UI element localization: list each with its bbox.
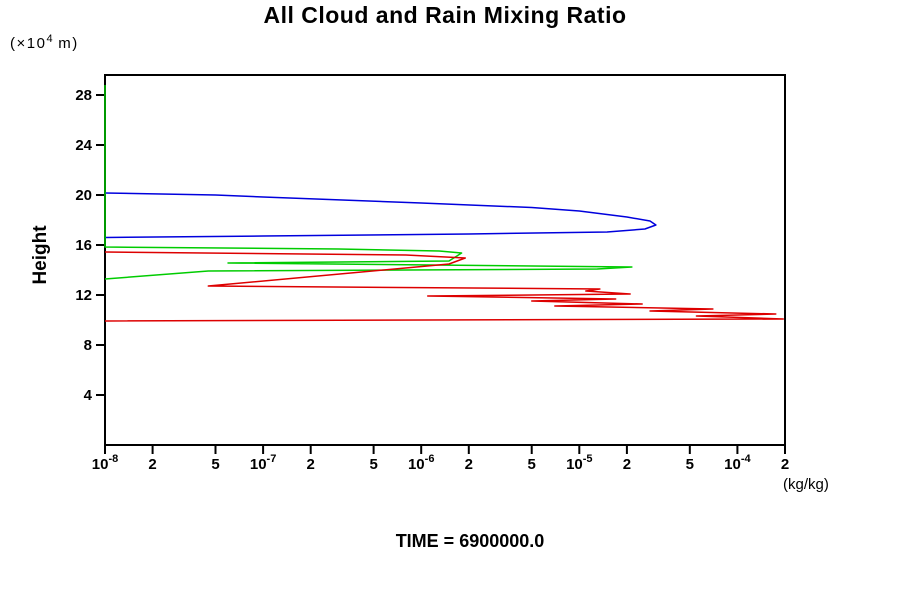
x-tick-label: 2	[781, 456, 789, 473]
y-unit-pre: (×10	[10, 35, 47, 52]
x-tick-label: 10-4	[724, 453, 751, 473]
x-tick-label: 10-8	[92, 453, 118, 473]
y-unit-exponent: 4	[46, 33, 53, 45]
plot-frame	[104, 74, 786, 446]
chart-title: All Cloud and Rain Mixing Ratio	[263, 2, 627, 28]
x-tick-label: 5	[528, 456, 536, 473]
y-tick-label: 24	[75, 137, 92, 154]
y-axis-title: Height	[30, 225, 51, 285]
x-tick-label: 2	[307, 456, 315, 473]
y-tick-label: 8	[84, 337, 92, 354]
series-line-red	[104, 251, 785, 322]
series-line-green	[104, 85, 633, 280]
y-tick-label: 16	[75, 237, 92, 254]
x-tick-label: 5	[211, 456, 219, 473]
y-tick-label: 28	[75, 87, 92, 104]
x-tick-label: 5	[369, 456, 377, 473]
series-line-blue	[104, 192, 657, 239]
x-tick-label: 10-5	[566, 453, 592, 473]
x-tick-label: 10-7	[250, 453, 276, 473]
x-tick-label: 5	[686, 456, 694, 473]
y-tick-label: 12	[75, 287, 92, 304]
x-tick-label: 10-6	[408, 453, 434, 473]
x-tick-label: 2	[465, 456, 473, 473]
y-tick-label: 20	[75, 187, 92, 204]
y-axis-unit-label: (×104 m)	[10, 33, 79, 52]
y-tick-label: 4	[84, 387, 93, 404]
x-tick-label: 2	[148, 456, 156, 473]
x-tick-label: 2	[623, 456, 631, 473]
x-axis-unit-label: (kg/kg)	[783, 476, 829, 493]
y-unit-post: m)	[52, 35, 79, 52]
time-annotation: TIME = 6900000.0	[395, 531, 545, 551]
